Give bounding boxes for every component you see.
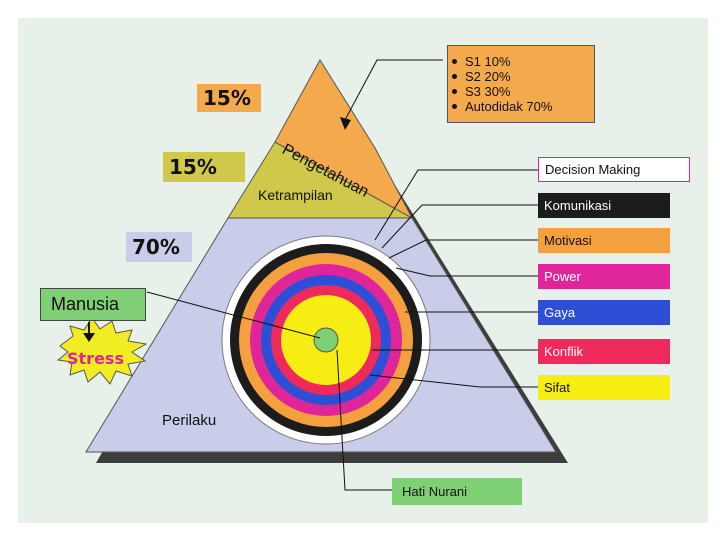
- label-sifat: Sifat: [538, 375, 670, 400]
- percent-perilaku: 70%: [126, 232, 192, 262]
- concentric-circles: [221, 235, 431, 445]
- label-decision-making: Decision Making: [538, 157, 690, 182]
- manusia-stress-arrowhead: [83, 333, 95, 342]
- percent-pengetahuan: 15%: [197, 84, 261, 112]
- label-konflik: Konflik: [538, 339, 670, 364]
- ring-core: [313, 327, 339, 353]
- percent-ketrampilan: 15%: [163, 152, 245, 182]
- education-item: S2 20%: [448, 69, 594, 84]
- label-perilaku: Perilaku: [162, 411, 217, 429]
- hati-nurani-box: Hati Nurani: [392, 478, 522, 505]
- pointer-arrowhead: [340, 117, 351, 130]
- label-power: Power: [538, 264, 670, 289]
- label-ketrampilan: Ketrampilan: [258, 187, 333, 203]
- manusia-box: Manusia: [40, 288, 146, 321]
- label-komunikasi: Komunikasi: [538, 193, 670, 218]
- label-gaya: Gaya: [538, 300, 670, 325]
- education-box: S1 10% S2 20% S3 30% Autodidak 70%: [447, 45, 595, 123]
- layer-pengetahuan: [274, 59, 414, 220]
- connector-lines: [146, 59, 538, 491]
- education-item: Autodidak 70%: [448, 99, 594, 114]
- stress-label: Stress: [67, 348, 124, 368]
- education-item: S1 10%: [448, 54, 594, 69]
- label-motivasi: Motivasi: [538, 228, 670, 253]
- education-item: S3 30%: [448, 84, 594, 99]
